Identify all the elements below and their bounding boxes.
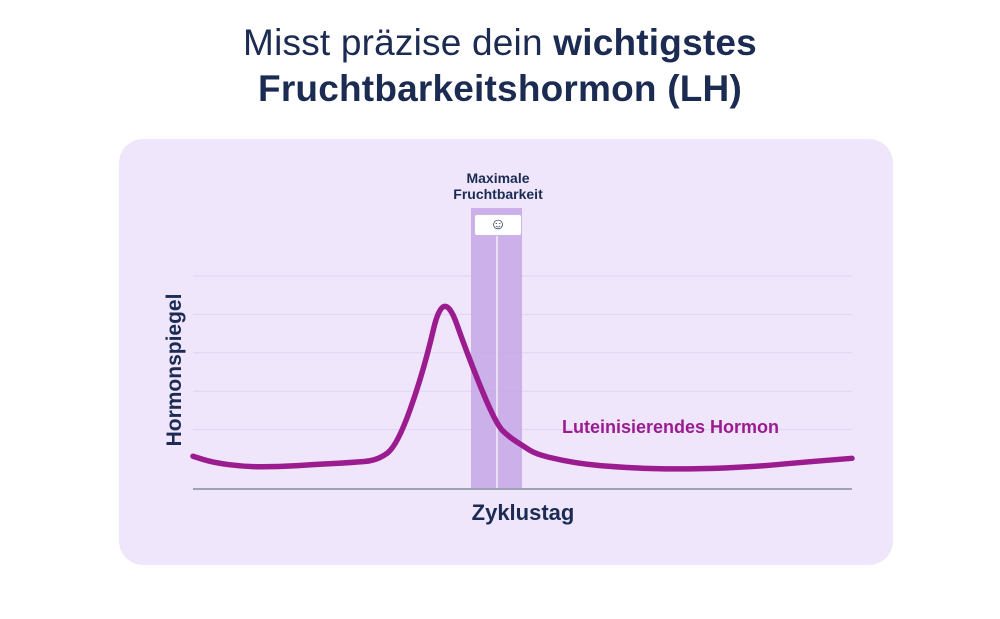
title-bold-1: wichtigstes <box>553 22 757 63</box>
x-axis-label: Zyklustag <box>471 500 575 525</box>
title-bold-2: Fruchtbarkeitshormon (LH) <box>258 68 742 109</box>
smiley-icon: ☺ <box>489 216 507 233</box>
series-line-lh <box>190 303 855 472</box>
smiley-badge: ☺ <box>474 214 522 236</box>
series-label-lh: Luteinisierendes Hormon <box>562 417 780 437</box>
fertility-band-label: Maximale Fruchtbarkeit <box>453 170 542 202</box>
title-light: Misst präzise dein <box>243 22 543 63</box>
y-axis-label: Hormonspiegel <box>163 293 186 447</box>
band-label-line-2: Fruchtbarkeit <box>453 186 543 202</box>
band-label-line-1: Maximale <box>466 170 530 186</box>
page-title: Misst präzise dein wichtigstes Fruchtbar… <box>0 20 1000 112</box>
grid-lines <box>193 275 852 431</box>
